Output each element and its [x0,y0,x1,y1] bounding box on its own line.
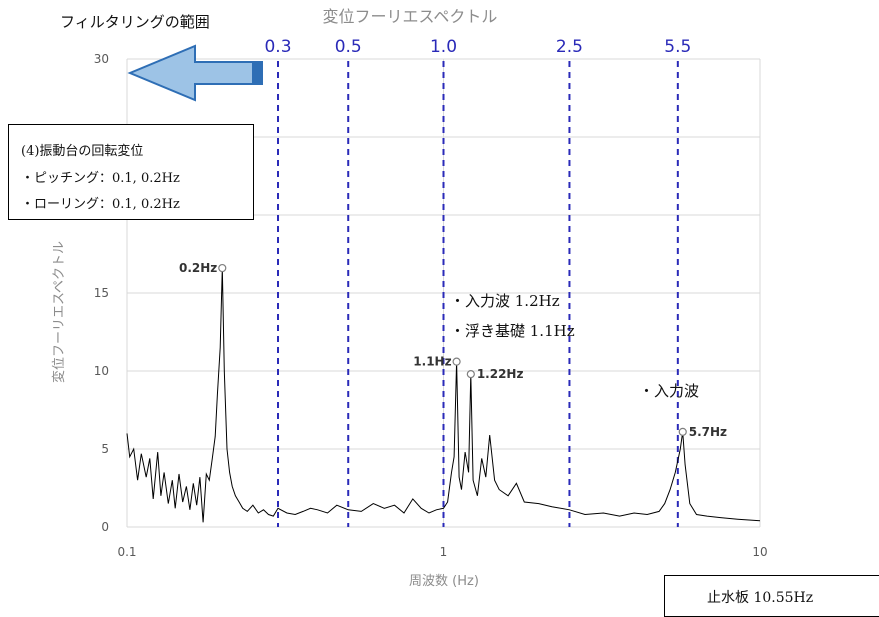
y-tick-label: 0 [101,520,109,534]
x-tick-label: 10 [752,545,767,559]
rotation-note-rolling: ・ローリング：0.1, 0.2Hz [21,197,180,212]
peak-marker [452,357,461,366]
peak-annotations: 0.2Hz 1.1Hz 1.22Hz 5.7Hz [179,261,727,439]
chart-title: 変位フーリエスペクトル [323,7,498,26]
rotation-note-box: (4)振動台の回転変位 ・ピッチング：0.1, 0.2Hz ・ローリング：0.1… [8,124,254,220]
filter-range-arrow [127,44,263,102]
filter-line-label: 0.5 [335,37,362,57]
x-tick-label: 1 [440,545,448,559]
x-tick-label: 0.1 [117,545,136,559]
filter-range-label: フィルタリングの範囲 [60,13,210,31]
y-tick-label: 15 [94,286,109,300]
peak-marker [466,370,475,379]
spectrum-series-line [126,267,761,523]
y-tick-label: 5 [101,442,109,456]
peak-label: 1.22Hz [477,367,524,381]
input-wave-note-2: ・浮き基礎 1.1Hz [450,322,575,340]
y-tick-label: 10 [94,364,109,378]
peak-label: 1.1Hz [413,355,451,369]
peak-label: 5.7Hz [689,425,727,439]
filter-line-label: 2.5 [556,37,583,57]
peak-marker [218,263,227,273]
filter-line-label: 5.5 [664,37,691,57]
peak-label: 0.2Hz [179,261,217,275]
y-axis-label: 変位フーリエスペクトル [51,241,67,383]
rotation-note-title: (4)振動台の回転変位 [21,144,144,159]
x-axis-label: 周波数 (Hz) [409,574,479,589]
rotation-note-pitching: ・ピッチング：0.1, 0.2Hz [21,171,180,186]
filter-lines: 0.3 0.5 1.0 2.5 5.5 [264,37,691,527]
waterstop-box: 止水板 10.55Hz [664,575,879,617]
waterstop-label: 止水板 10.55Hz [707,590,814,606]
input-wave-note-1: ・入力波 1.2Hz [450,292,560,310]
filter-line-label: 0.3 [264,37,291,57]
y-tick-label: 30 [94,52,109,66]
peak-marker [678,427,687,436]
input-wave-label: ・入力波 [639,382,700,400]
filter-line-label: 1.0 [430,37,457,57]
